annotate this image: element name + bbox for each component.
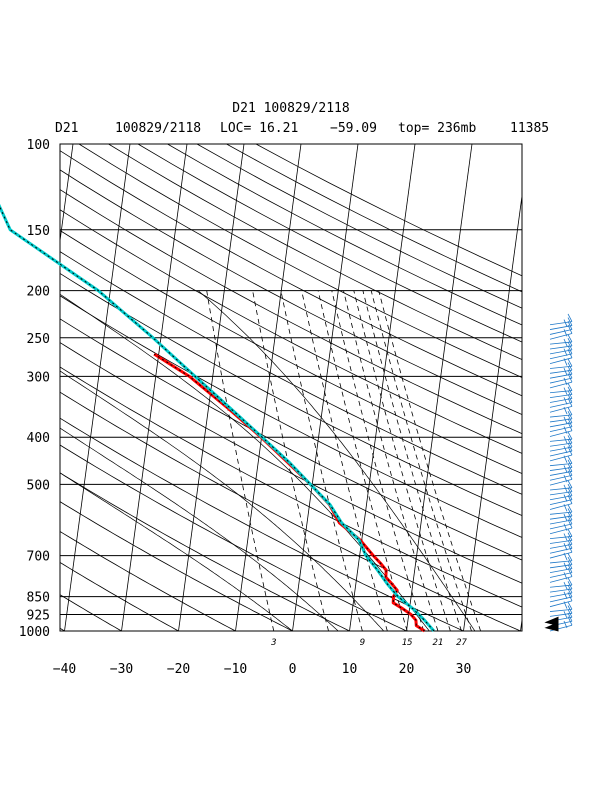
- wind-barb: [549, 577, 573, 588]
- pressure-tick-label: 500: [27, 478, 50, 493]
- wind-barb: [549, 393, 573, 408]
- temperature-line: [153, 352, 426, 633]
- wind-barb: [549, 528, 573, 540]
- temperature-tick-label: −20: [167, 662, 190, 677]
- mixing-ratio-label: 21: [433, 638, 444, 648]
- mixing-ratio-label: 27: [456, 638, 467, 648]
- mixing-ratio-label: 3: [270, 638, 276, 648]
- moist-adiabats: [60, 290, 476, 631]
- wind-barb: [549, 564, 573, 578]
- pressure-tick-label: 925: [27, 609, 50, 624]
- pressure-tick-label: 100: [27, 138, 50, 153]
- wind-barb: [549, 321, 573, 335]
- wind-barb: [549, 431, 573, 442]
- mixing-ratio-lines: [206, 290, 481, 631]
- wind-barb: [549, 345, 573, 360]
- pressure-tick-label: 200: [27, 285, 50, 300]
- isotherms: [60, 144, 522, 631]
- lon-label: −59.09: [330, 121, 377, 136]
- wind-barb: [549, 539, 573, 554]
- wind-barbs: [544, 313, 573, 632]
- pressure-tick-label: 1000: [19, 625, 50, 640]
- wind-barb: [549, 480, 573, 491]
- pressure-tick-label: 300: [27, 370, 50, 385]
- wind-barb: [549, 369, 573, 384]
- temperature-tick-label: 20: [399, 662, 415, 677]
- mixing-ratio-labels: 3 9 15 21 27: [270, 638, 467, 648]
- dry-adiabats: [60, 144, 522, 631]
- moist-adiabat: [60, 427, 339, 631]
- moist-adiabat: [60, 370, 384, 631]
- temperature-tick-label: 10: [342, 662, 358, 677]
- code-label: 11385: [510, 121, 549, 136]
- pressure-tick-label: 150: [27, 224, 50, 239]
- loc-label: LOC= 16.21: [220, 121, 298, 136]
- wind-barb: [549, 491, 573, 505]
- plot-frame: [59, 143, 523, 632]
- wind-barb: [549, 466, 573, 481]
- dewpoint-line: [0, 203, 436, 632]
- station-label: D21: [55, 121, 78, 136]
- wind-barb: [549, 313, 573, 326]
- wind-barb: [549, 442, 573, 457]
- mixing-ratio-label: 9: [360, 638, 365, 648]
- wind-flag-icon: [544, 622, 559, 632]
- pressure-tick-label: 400: [27, 431, 50, 446]
- pressure-tick-label: 700: [27, 550, 50, 565]
- top-label: top= 236mb: [398, 121, 476, 136]
- temperature-tick-labels: −40 −30 −20 −10 0 10 20 30: [53, 662, 472, 677]
- temperature-tick-label: −40: [53, 662, 76, 677]
- temperature-tick-label: −30: [110, 662, 133, 677]
- wind-barb: [549, 382, 573, 394]
- wind-barb: [549, 588, 573, 603]
- wind-flag-icon: [544, 616, 559, 627]
- temperature-tick-label: 30: [456, 662, 472, 677]
- temperature-trace: [153, 353, 425, 632]
- datetime-label: 100829/2118: [115, 121, 201, 136]
- mixing-ratio-label: 15: [402, 638, 413, 648]
- temperature-tick-label: −10: [224, 662, 247, 677]
- moist-adiabat: [197, 290, 476, 631]
- chart-title: D21 100829/2118: [232, 101, 349, 116]
- sounding-profiles: [0, 203, 436, 633]
- wind-barb: [549, 334, 573, 345]
- pressure-tick-label: 250: [27, 332, 50, 347]
- temperature-tick-label: 0: [289, 662, 297, 677]
- moist-adiabat: [60, 472, 293, 631]
- pressure-tick-label: 850: [27, 591, 50, 606]
- wind-barb: [549, 515, 573, 530]
- wind-barb: [549, 418, 573, 433]
